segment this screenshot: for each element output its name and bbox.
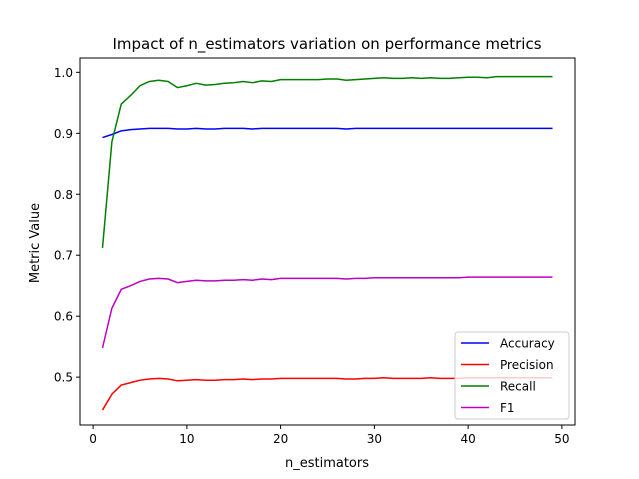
y-tick-label: 0.6 [54, 310, 73, 324]
chart-title: Impact of n_estimators variation on perf… [112, 35, 541, 54]
y-axis-label: Metric Value [28, 203, 43, 283]
legend: Accuracy Precision Recall F1 [454, 331, 570, 420]
x-axis-label: n_estimators [285, 456, 369, 471]
x-tick-label: 40 [460, 432, 475, 446]
series-line-f1 [101, 276, 553, 349]
y-tick-label: 1.0 [54, 66, 73, 80]
x-tick-label: 10 [179, 432, 194, 446]
legend-label: Precision [500, 358, 554, 372]
legend-label: Recall [500, 380, 536, 394]
x-tick-label: 20 [273, 432, 288, 446]
legend-label: Accuracy [500, 337, 555, 351]
axes-frame [79, 57, 576, 426]
axes: 0 10 20 30 40 50 0.5 0.6 0.7 0.8 0.9 1.0 [54, 57, 576, 446]
series-line-accuracy [102, 127, 553, 139]
y-tick-label: 0.7 [54, 249, 73, 263]
x-tick-label: 30 [367, 432, 382, 446]
series-line-recall [101, 75, 553, 248]
legend-box [454, 331, 570, 420]
legend-label: F1 [500, 401, 515, 415]
y-tick-label: 0.5 [54, 371, 73, 385]
x-tick-label: 50 [554, 432, 569, 446]
y-tick-label: 0.8 [54, 188, 73, 202]
x-tick-label: 0 [89, 432, 97, 446]
y-tick-label: 0.9 [54, 127, 73, 141]
